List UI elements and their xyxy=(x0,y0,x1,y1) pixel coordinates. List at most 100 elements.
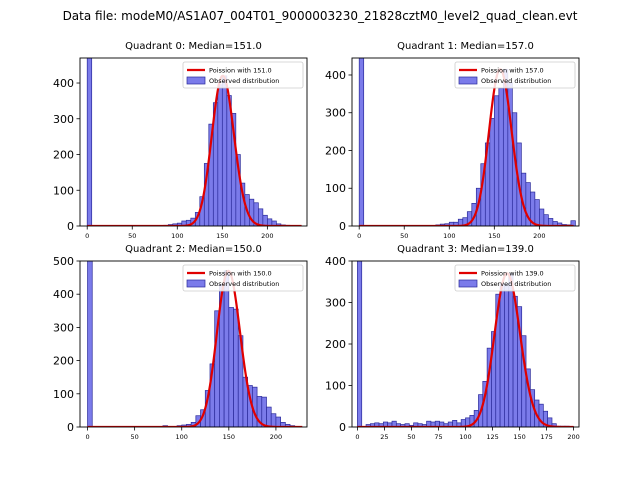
poisson-fit-line xyxy=(87,74,302,226)
histogram-bar xyxy=(534,199,540,226)
histogram-bar xyxy=(489,118,495,226)
figure-title: Data file: modeM0/AS1A07_004T01_90000032… xyxy=(63,9,578,23)
histogram-bar xyxy=(266,406,272,427)
y-tick-label: 300 xyxy=(325,297,346,310)
legend-hist-swatch xyxy=(186,279,206,288)
x-tick-label: 50 xyxy=(407,433,415,441)
x-tick-label: 0 xyxy=(355,433,359,441)
y-tick-label: 0 xyxy=(67,220,74,233)
panel-title: Quadrant 0: Median=151.0 xyxy=(125,41,262,52)
y-tick-label: 100 xyxy=(325,182,346,195)
y-tick-label: 200 xyxy=(325,144,346,157)
panel-title: Quadrant 3: Median=139.0 xyxy=(397,244,534,255)
panel-title: Quadrant 1: Median=157.0 xyxy=(397,41,534,52)
legend: Poission with 150.0 Observed distribution xyxy=(182,264,304,292)
histogram-bar xyxy=(217,84,223,226)
legend-box xyxy=(454,61,576,89)
y-tick-label: 100 xyxy=(53,388,74,401)
y-tick-label: 100 xyxy=(53,184,74,197)
y-tick-label: 400 xyxy=(325,255,346,268)
x-tick-label: 50 xyxy=(400,232,408,240)
legend-fit-label: Poission with 139.0 xyxy=(481,270,544,278)
y-tick-label: 0 xyxy=(339,421,346,434)
histogram-bar xyxy=(262,214,268,226)
histogram-bar xyxy=(498,87,504,226)
chart-panel-3: Quadrant 3: Median=139.0 0 25 50 75 100 125 150… xyxy=(325,244,580,441)
histogram-bar xyxy=(508,273,514,427)
histogram-bar xyxy=(261,396,267,427)
histogram-bar xyxy=(87,261,93,427)
legend-hist-swatch xyxy=(458,76,478,85)
histogram-bar xyxy=(86,58,93,226)
legend-fit-label: Poission with 150.0 xyxy=(209,270,272,278)
histogram-bar xyxy=(221,75,228,226)
legend-hist-label: Observed distribution xyxy=(209,77,279,85)
y-tick-label: 200 xyxy=(53,355,74,368)
legend-fit-label: Poission with 157.0 xyxy=(481,67,544,75)
y-tick-label: 200 xyxy=(325,338,346,351)
legend-box xyxy=(182,61,304,89)
x-tick-label: 100 xyxy=(176,433,188,441)
legend-hist-label: Observed distribution xyxy=(481,77,551,85)
legend-box xyxy=(454,264,576,292)
y-tick-label: 300 xyxy=(325,107,346,120)
y-tick-label: 500 xyxy=(53,255,74,268)
axes-frame xyxy=(351,57,580,227)
x-tick-label: 175 xyxy=(540,433,552,441)
histogram-bar xyxy=(233,308,239,427)
x-tick-label: 200 xyxy=(567,433,579,441)
histogram-bar xyxy=(223,270,230,427)
y-tick-label: 300 xyxy=(53,113,74,126)
y-tick-label: 400 xyxy=(53,288,74,301)
x-tick-label: 0 xyxy=(85,433,89,441)
x-tick-label: 75 xyxy=(434,433,442,441)
x-tick-label: 150 xyxy=(488,232,500,240)
axes-frame xyxy=(79,260,308,428)
x-tick-label: 50 xyxy=(128,232,136,240)
legend-fit-label: Poission with 151.0 xyxy=(209,67,272,75)
y-tick-label: 300 xyxy=(53,321,74,334)
x-tick-label: 25 xyxy=(380,433,388,441)
x-tick-label: 100 xyxy=(443,232,455,240)
panel-title: Quadrant 2: Median=150.0 xyxy=(125,244,262,255)
legend-hist-label: Observed distribution xyxy=(209,280,279,288)
histogram-bar xyxy=(499,283,505,427)
x-tick-label: 100 xyxy=(171,232,183,240)
histogram xyxy=(358,58,576,226)
legend-box xyxy=(182,264,304,292)
y-tick-label: 400 xyxy=(325,69,346,82)
poisson-fit-line xyxy=(359,68,574,226)
y-tick-label: 200 xyxy=(53,149,74,162)
x-tick-label: 0 xyxy=(85,232,89,240)
histogram-bar xyxy=(228,307,234,427)
histogram xyxy=(357,261,574,427)
histogram-bar xyxy=(357,261,363,427)
x-tick-label: 150 xyxy=(513,433,525,441)
histogram-bar xyxy=(539,208,545,226)
x-tick-label: 50 xyxy=(130,433,138,441)
legend-hist-swatch xyxy=(186,76,206,85)
poisson-fit-line xyxy=(87,269,303,427)
histogram-bar xyxy=(493,95,500,226)
histogram-bar xyxy=(358,58,365,226)
x-tick-label: 125 xyxy=(486,433,498,441)
legend: Poission with 151.0 Observed distribution xyxy=(182,61,304,89)
x-tick-label: 0 xyxy=(357,232,361,240)
y-tick-label: 100 xyxy=(325,380,346,393)
y-tick-label: 0 xyxy=(67,421,74,434)
x-tick-label: 150 xyxy=(223,433,235,441)
histogram-bar xyxy=(504,283,510,427)
x-tick-label: 200 xyxy=(261,232,273,240)
x-tick-label: 200 xyxy=(270,433,282,441)
legend: Poission with 157.0 Observed distribution xyxy=(454,61,576,89)
histogram-bar xyxy=(270,413,277,427)
x-tick-label: 150 xyxy=(216,232,228,240)
chart-panel-1: Quadrant 1: Median=157.0 0 50 100 150 200 0 100… xyxy=(325,41,580,240)
x-tick-label: 200 xyxy=(533,232,545,240)
x-tick-label: 100 xyxy=(459,433,471,441)
legend-hist-swatch xyxy=(458,279,478,288)
histogram-bar xyxy=(275,416,281,427)
legend-hist-label: Observed distribution xyxy=(481,280,551,288)
histogram-bar xyxy=(543,214,549,226)
